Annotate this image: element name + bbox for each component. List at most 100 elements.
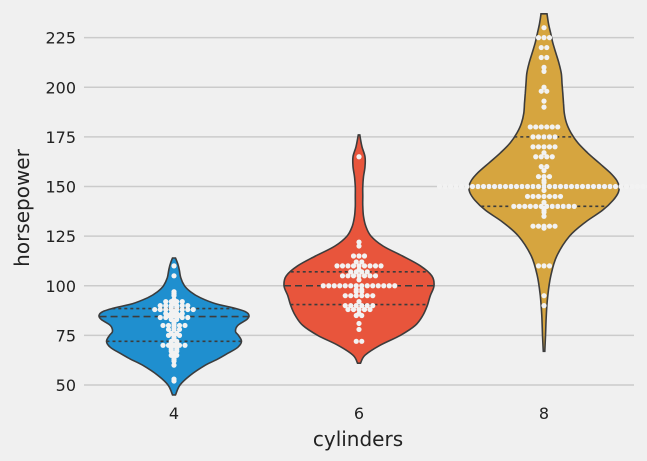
swarm-point <box>502 183 509 190</box>
swarm-point <box>176 326 183 333</box>
swarm-point <box>157 303 163 309</box>
swarm-point <box>541 193 547 200</box>
swarm-point <box>182 322 188 329</box>
swarm-point <box>552 193 558 200</box>
swarm-point <box>541 173 547 180</box>
swarm-point <box>364 283 370 289</box>
swarm-point <box>535 35 542 41</box>
swarm-point <box>378 263 384 269</box>
swarm-point <box>590 183 597 190</box>
swarm-point <box>544 154 550 160</box>
swarm-point <box>361 253 368 259</box>
swarm-point <box>359 259 365 265</box>
swarm-point <box>345 306 351 313</box>
swarm-point <box>629 183 635 190</box>
swarm-point <box>356 239 362 245</box>
swarm-point <box>527 124 533 130</box>
swarm-point <box>171 289 177 295</box>
swarm-point <box>560 203 566 209</box>
swarm-point <box>157 306 163 313</box>
swarm-point <box>339 263 346 269</box>
swarm-point <box>601 183 608 190</box>
y-tick-label: 100 <box>45 277 76 296</box>
swarm-point <box>612 183 619 190</box>
swarm-point <box>541 187 547 194</box>
swarm-point <box>530 223 536 229</box>
swarm-point <box>350 253 357 259</box>
swarm-point <box>356 310 362 317</box>
swarm-point <box>538 124 544 130</box>
swarm-point <box>541 84 547 90</box>
swarm-point <box>350 273 357 279</box>
swarm-point <box>640 183 646 190</box>
swarm-point <box>522 203 528 209</box>
swarm-point <box>538 164 544 170</box>
swarm-point <box>546 134 553 140</box>
swarm-point <box>541 293 547 299</box>
swarm-point <box>533 124 539 130</box>
swarm-point <box>356 273 362 279</box>
swarm-point <box>350 306 357 313</box>
swarm-point <box>386 283 392 289</box>
swarm-point <box>171 263 177 269</box>
swarm-point <box>623 183 630 190</box>
swarm-point <box>552 134 558 140</box>
y-tick-label: 150 <box>45 178 76 197</box>
swarm-point <box>320 283 326 289</box>
swarm-point <box>541 263 547 269</box>
y-tick-label: 225 <box>45 29 76 48</box>
swarm-point <box>339 273 346 279</box>
swarm-point <box>171 297 177 303</box>
swarm-point <box>334 263 340 269</box>
swarm-point <box>359 303 365 309</box>
swarm-point <box>348 269 354 275</box>
swarm-point <box>179 299 185 305</box>
swarm-point <box>356 267 362 273</box>
swarm-point <box>453 183 459 190</box>
swarm-point <box>345 273 351 279</box>
swarm-point <box>541 25 547 31</box>
swarm-point <box>618 183 624 190</box>
swarm-point <box>541 98 547 104</box>
swarm-point <box>185 303 191 309</box>
swarm-point <box>469 183 476 190</box>
x-tick-label: 6 <box>354 404 364 423</box>
swarm-point <box>535 223 542 229</box>
swarm-point <box>361 263 368 269</box>
swarm-point <box>326 283 332 289</box>
swarm-point <box>165 326 172 333</box>
swarm-point <box>541 199 547 205</box>
swarm-point <box>549 203 555 209</box>
swarm-point <box>359 338 365 344</box>
swarm-point <box>544 164 550 170</box>
swarm-point <box>350 263 357 269</box>
swarm-point <box>585 183 591 190</box>
violins <box>98 13 647 396</box>
swarm-point <box>535 134 542 140</box>
x-tick-label: 8 <box>539 404 549 423</box>
swarm-point <box>348 303 354 309</box>
swarm-point <box>634 183 641 190</box>
swarm-point <box>607 183 613 190</box>
swarm-point <box>359 287 365 293</box>
swarm-point <box>160 342 166 348</box>
swarm-point <box>552 223 558 229</box>
swarm-point <box>367 263 373 269</box>
swarm-point <box>353 283 359 289</box>
swarm-point <box>519 183 525 190</box>
swarm-point <box>541 35 547 41</box>
swarm-point <box>331 283 337 289</box>
swarm-point <box>544 124 550 130</box>
swarm-point <box>356 306 362 313</box>
swarm-point <box>535 144 542 150</box>
swarm-point <box>353 287 359 293</box>
swarm-point <box>356 154 362 160</box>
swarm-point <box>568 183 575 190</box>
swarm-point <box>174 330 180 336</box>
swarm-point <box>160 322 166 329</box>
y-tick-label: 175 <box>45 128 76 147</box>
y-tick-label: 200 <box>45 78 76 97</box>
swarm-point <box>372 273 379 279</box>
swarm-point <box>361 273 368 279</box>
